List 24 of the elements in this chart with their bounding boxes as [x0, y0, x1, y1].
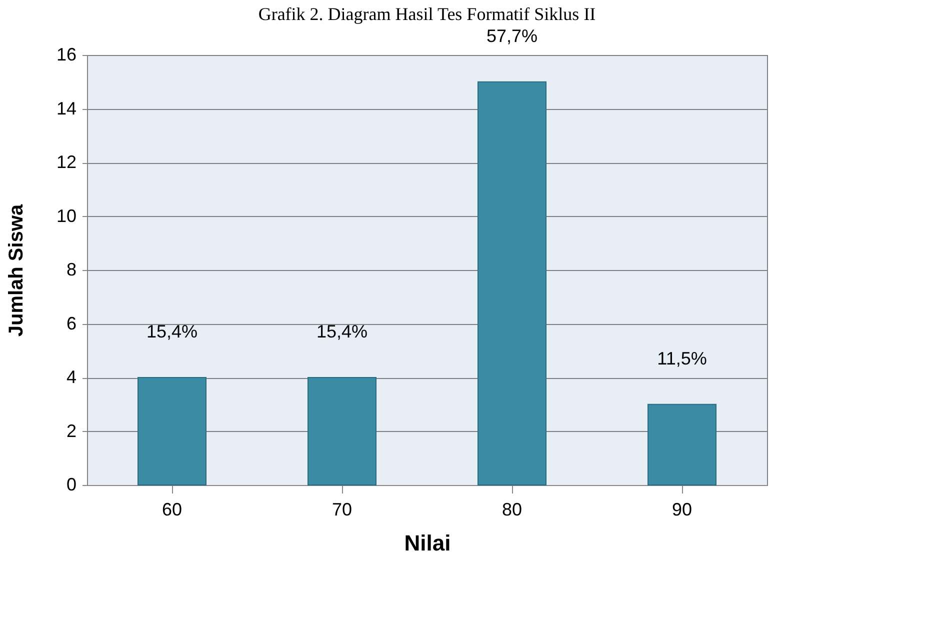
annotation: 11,5% [657, 348, 707, 368]
y-tick-label: 4 [66, 367, 76, 387]
chart-title: Grafik 2. Diagram Hasil Tes Formatif Siklus II [258, 4, 596, 24]
y-tick-label: 8 [66, 260, 76, 280]
y-tick-label: 14 [56, 98, 76, 118]
y-tick-label: 0 [66, 474, 76, 494]
annotation: 15,4% [146, 322, 198, 342]
annotation: 57,7% [486, 26, 538, 46]
bar [478, 81, 546, 486]
bar [648, 404, 716, 486]
y-axis-title: Jumlah Siswa [5, 203, 28, 337]
y-tick-label: 10 [56, 206, 76, 226]
y-tick-label: 16 [56, 44, 76, 64]
bar [308, 377, 376, 486]
bar [138, 377, 206, 486]
y-tick-label: 2 [66, 420, 76, 441]
x-tick-label: 60 [162, 500, 182, 520]
x-axis-title: Nilai [404, 530, 451, 556]
x-tick-label: 90 [672, 500, 692, 520]
x-tick-label: 70 [332, 500, 352, 520]
y-tick-label: 12 [56, 152, 76, 172]
y-tick-label: 6 [66, 313, 76, 334]
x-tick-label: 80 [502, 500, 522, 520]
annotation: 15,4% [316, 322, 368, 342]
